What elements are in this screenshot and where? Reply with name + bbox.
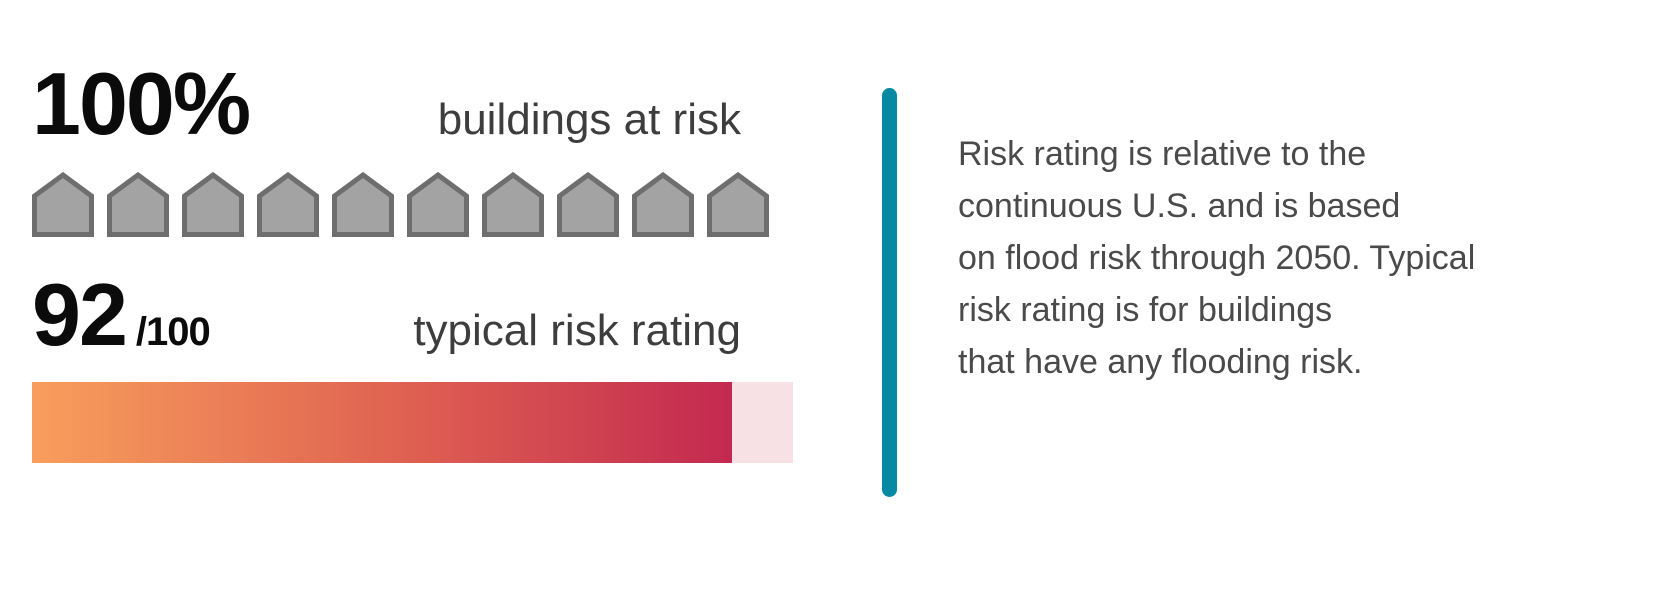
buildings-at-risk-percent: 100%	[32, 54, 251, 153]
building-icon	[182, 172, 244, 237]
building-icon	[332, 172, 394, 237]
building-icon	[32, 172, 94, 237]
risk-rating-bar-track	[32, 382, 793, 463]
risk-score-value: 92	[32, 265, 128, 364]
buildings-at-risk-label: buildings at risk	[437, 95, 741, 144]
building-icon	[482, 172, 544, 237]
risk-stats-column: 100% buildings at risk 92 /100 typical r…	[32, 58, 793, 463]
buildings-at-risk-row: 100% buildings at risk	[32, 58, 793, 150]
vertical-divider	[882, 88, 897, 497]
note-line: Risk rating is relative to the	[958, 135, 1367, 173]
building-icon	[632, 172, 694, 237]
building-icon	[407, 172, 469, 237]
note-line: risk rating is for buildings	[958, 291, 1333, 329]
note-line: that have any flooding risk.	[958, 343, 1363, 381]
building-icon	[107, 172, 169, 237]
note-line: on flood risk through 2050. Typical	[958, 239, 1476, 277]
risk-rating-note: Risk rating is relative to the continuou…	[958, 128, 1475, 388]
risk-score-denominator: /100	[135, 310, 211, 354]
building-icon	[557, 172, 619, 237]
typical-risk-rating-row: 92 /100 typical risk rating	[32, 265, 793, 364]
building-icon	[707, 172, 769, 237]
building-icon	[257, 172, 319, 237]
building-icons	[32, 172, 793, 237]
risk-score-group: 92 /100	[32, 265, 211, 364]
typical-risk-rating-label: typical risk rating	[413, 306, 741, 355]
note-line: continuous U.S. and is based	[958, 187, 1401, 225]
risk-rating-bar-fill	[32, 382, 733, 463]
